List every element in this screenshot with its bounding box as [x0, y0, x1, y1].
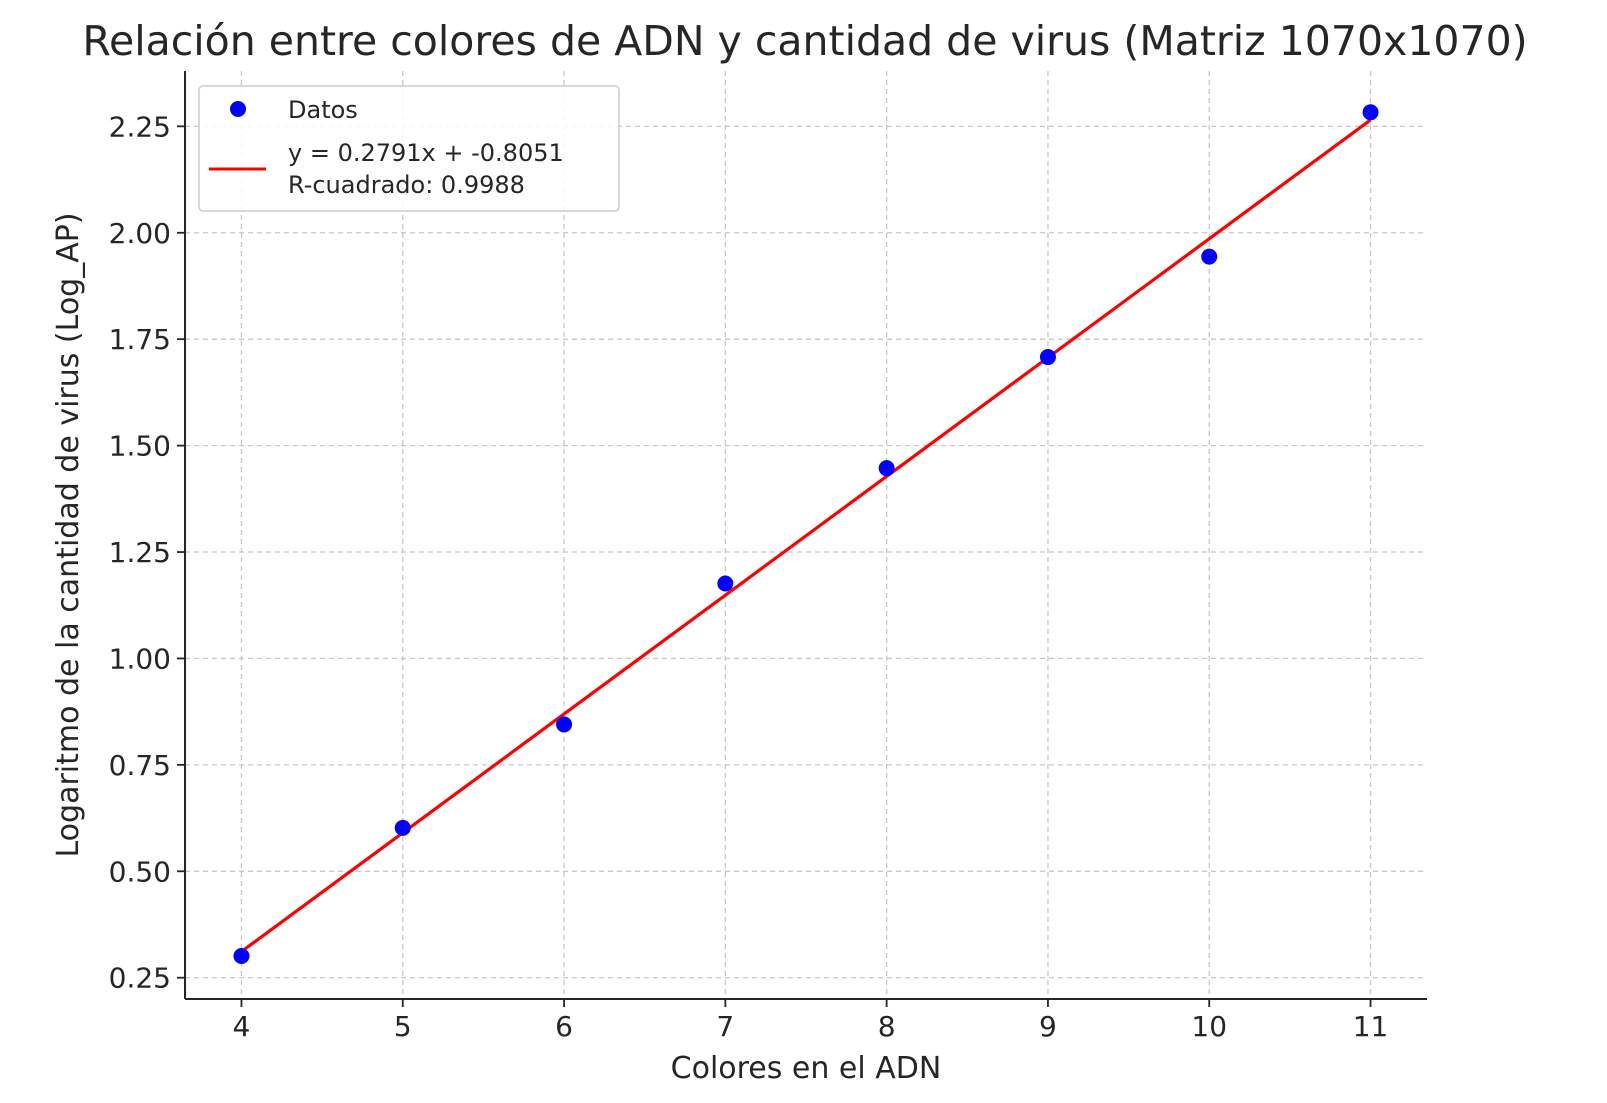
x-tick-label: 5 [394, 1010, 412, 1043]
fit-line [240, 118, 1372, 953]
data-point [878, 460, 895, 477]
x-ticks: 4 5 6 7 8 9 10 11 [233, 999, 1389, 1043]
x-tick-label: 10 [1191, 1010, 1227, 1043]
y-tick-label: 2.25 [109, 110, 171, 143]
data-point [394, 819, 411, 836]
data-point [233, 948, 250, 965]
x-tick-label: 6 [555, 1010, 573, 1043]
data-point [1362, 104, 1379, 121]
x-tick-label: 11 [1353, 1010, 1389, 1043]
chart-title: Relación entre colores de ADN y cantidad… [82, 17, 1527, 65]
legend-label-fit: y = 0.2791x + -0.8051 R-cuadrado: 0.9988 [288, 139, 564, 199]
data-point [717, 575, 734, 592]
y-tick-label: 1.00 [109, 642, 171, 675]
data-point [1039, 349, 1056, 366]
x-tick-label: 8 [878, 1010, 896, 1043]
y-tick-label: 1.25 [109, 536, 171, 569]
legend-label-fit-line: y = 0.2791x + -0.8051 [288, 139, 564, 167]
legend: Datos y = 0.2791x + -0.8051 R-cuadrado: 0… [198, 85, 620, 212]
y-tick-label: 0.25 [109, 962, 171, 995]
legend-marker-datos [230, 101, 246, 117]
y-axis-label: Logaritmo de la cantidad de virus (Log_A… [51, 212, 86, 857]
fit-line-layer [240, 118, 1372, 953]
data-point [1201, 248, 1218, 265]
legend-label-datos: Datos [288, 96, 358, 124]
y-tick-label: 0.75 [109, 749, 171, 782]
data-points [233, 104, 1379, 965]
y-tick-label: 1.75 [109, 323, 171, 356]
axes [184, 71, 1427, 1000]
x-tick-label: 4 [233, 1010, 251, 1043]
y-tick-label: 0.50 [109, 855, 171, 888]
x-tick-label: 7 [716, 1010, 734, 1043]
x-tick-label: 9 [1039, 1010, 1057, 1043]
y-tick-label: 2.00 [109, 217, 171, 250]
x-axis-label: Colores en el ADN [671, 1051, 942, 1086]
legend-box [198, 85, 620, 212]
y-ticks: 0.25 0.50 0.75 1.00 1.25 1.50 1.75 2.00 2.25 [109, 110, 185, 995]
legend-label-fit-line: R-cuadrado: 0.9988 [288, 171, 525, 199]
data-point [556, 716, 573, 733]
y-tick-label: 1.50 [109, 430, 171, 463]
